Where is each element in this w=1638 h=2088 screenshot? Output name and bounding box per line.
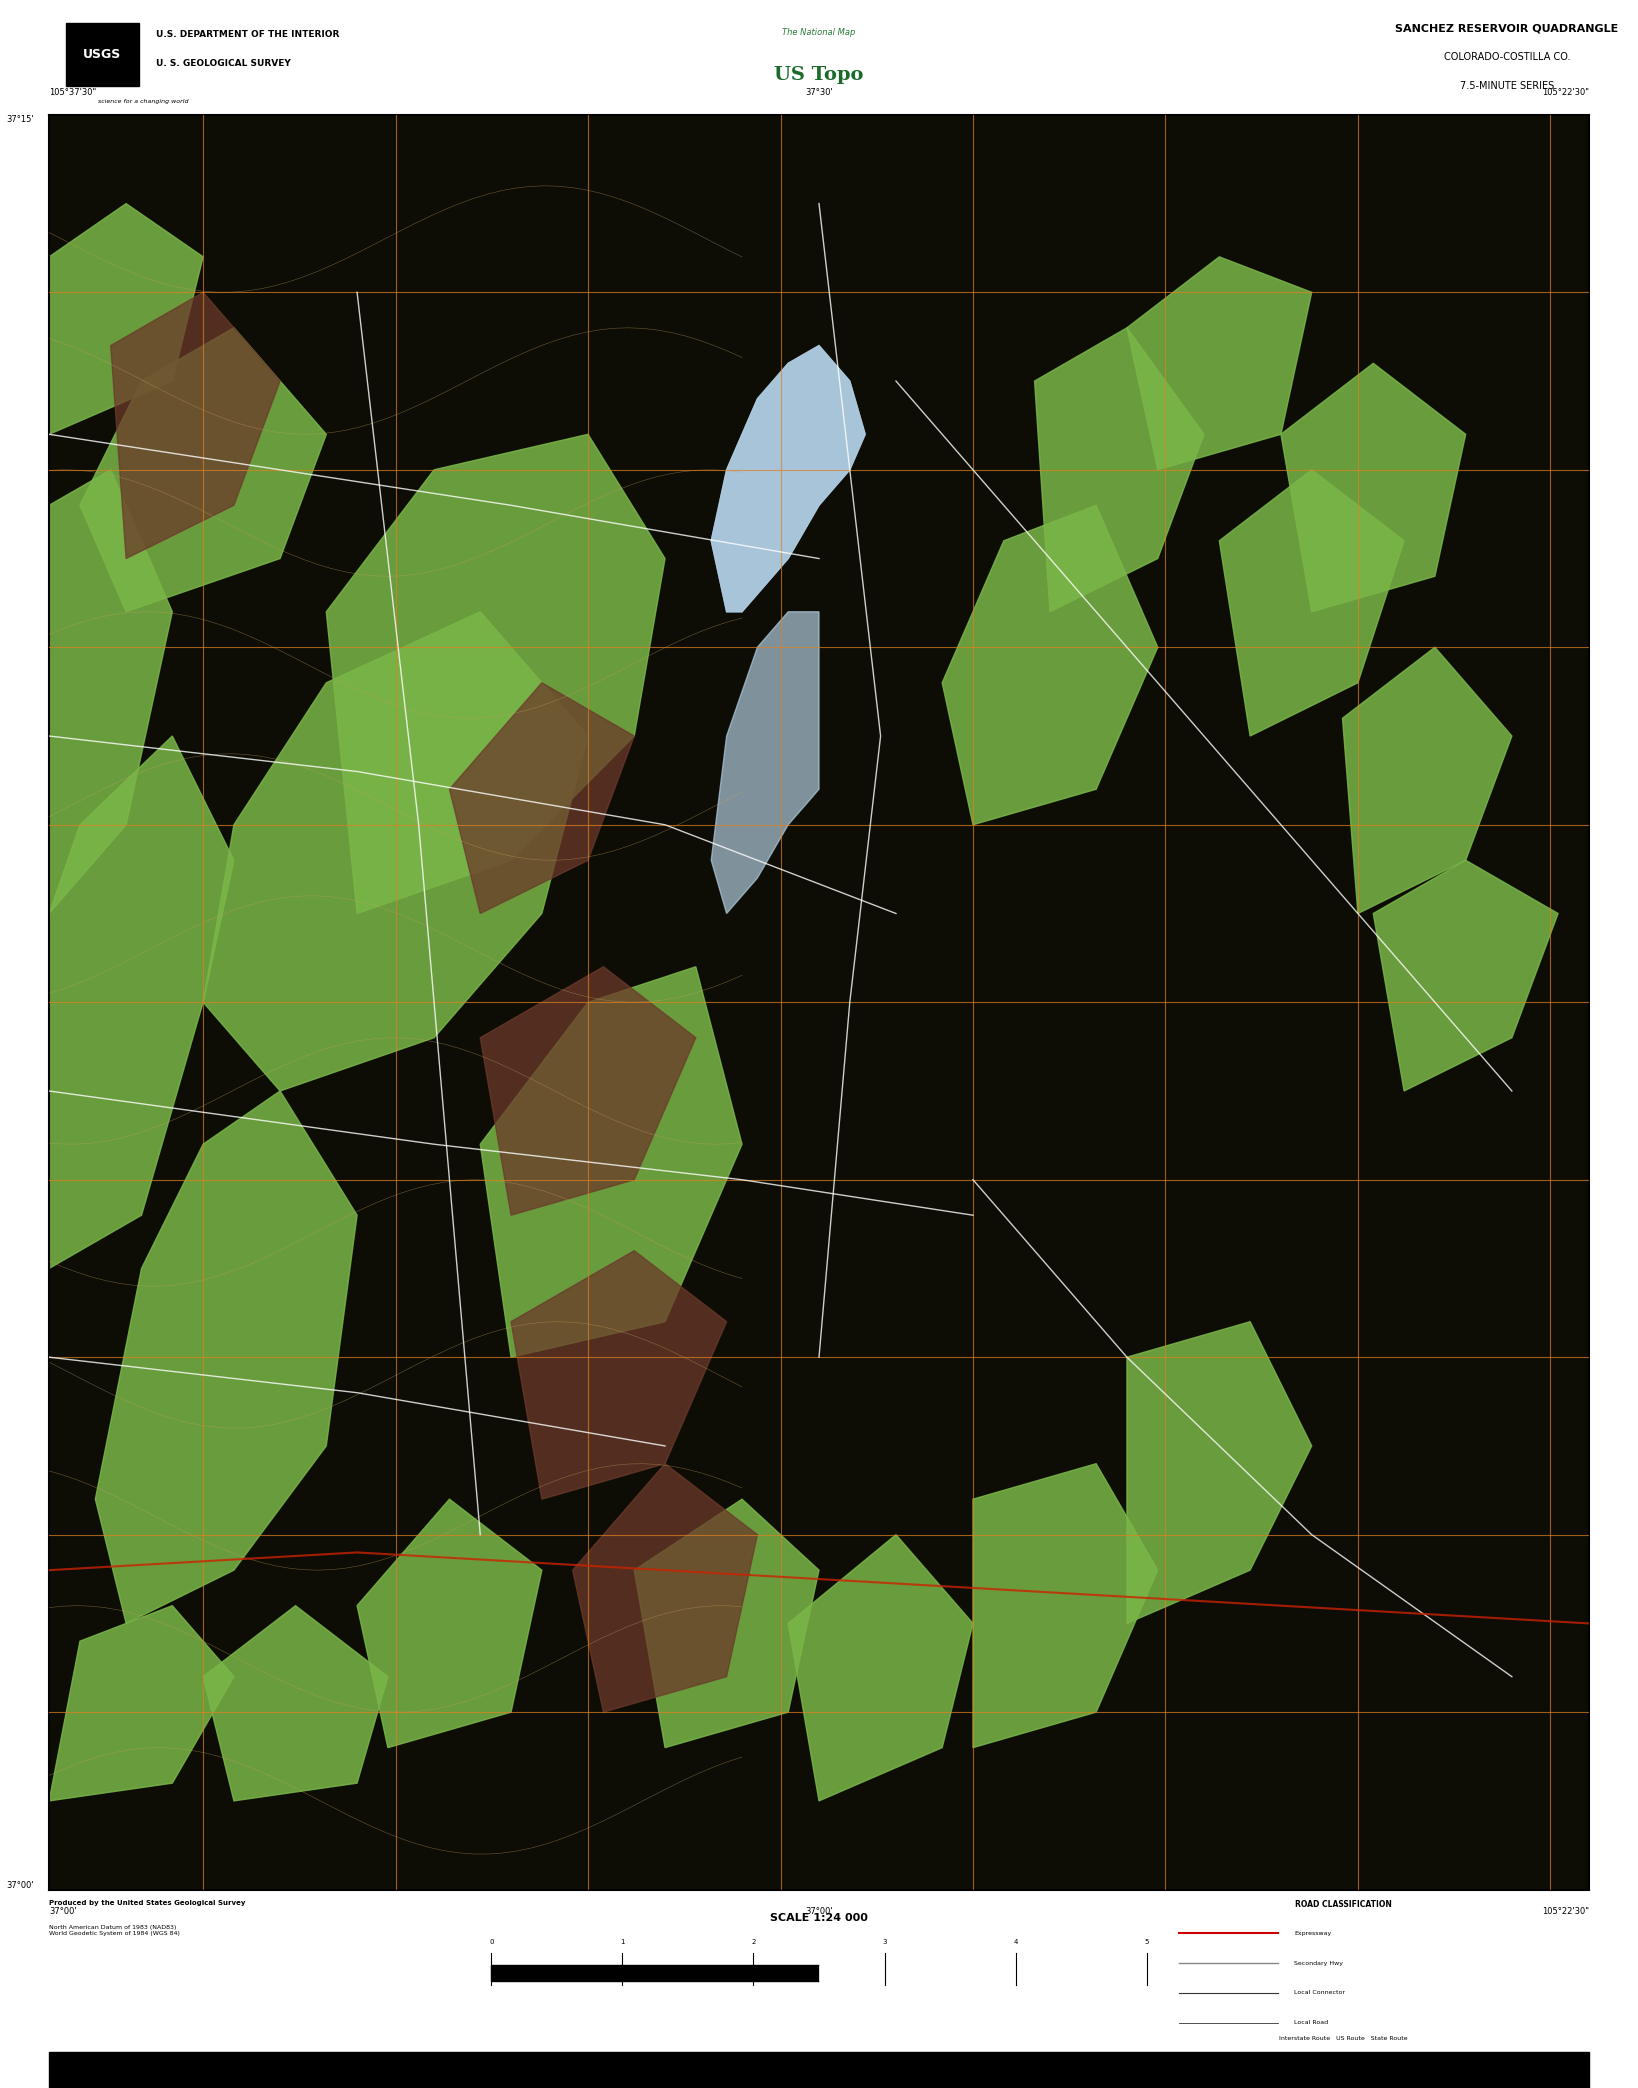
Text: Produced by the United States Geological Survey: Produced by the United States Geological… xyxy=(49,1900,246,1906)
Text: 37°00': 37°00' xyxy=(49,1908,77,1917)
Polygon shape xyxy=(49,737,234,1270)
Polygon shape xyxy=(49,470,172,915)
Text: U.S. DEPARTMENT OF THE INTERIOR: U.S. DEPARTMENT OF THE INTERIOR xyxy=(156,29,339,40)
Bar xyxy=(66,23,139,86)
Text: US Topo: US Topo xyxy=(775,65,863,84)
Text: 3: 3 xyxy=(883,1940,886,1946)
Polygon shape xyxy=(480,967,696,1215)
Bar xyxy=(491,1965,819,1982)
Text: Secondary Hwy: Secondary Hwy xyxy=(1294,1961,1343,1965)
Text: 7.5-MINUTE SERIES: 7.5-MINUTE SERIES xyxy=(1459,81,1554,92)
Polygon shape xyxy=(788,1535,973,1800)
Text: U. S. GEOLOGICAL SURVEY: U. S. GEOLOGICAL SURVEY xyxy=(156,58,290,67)
Text: North American Datum of 1983 (NAD83)
World Geodetic System of 1984 (WGS 84): North American Datum of 1983 (NAD83) Wor… xyxy=(49,1925,180,1936)
Polygon shape xyxy=(95,1092,357,1624)
Polygon shape xyxy=(1343,647,1512,915)
Polygon shape xyxy=(711,347,865,612)
Text: 105°22'30": 105°22'30" xyxy=(1541,88,1589,98)
Polygon shape xyxy=(711,612,819,915)
Polygon shape xyxy=(326,434,665,915)
Text: 105°37'30": 105°37'30" xyxy=(49,88,97,98)
Text: 105°22'30": 105°22'30" xyxy=(1541,1908,1589,1917)
Text: 2: 2 xyxy=(752,1940,755,1946)
Polygon shape xyxy=(634,1499,819,1748)
Text: 37°15': 37°15' xyxy=(7,115,34,123)
Text: SCALE 1:24 000: SCALE 1:24 000 xyxy=(770,1913,868,1923)
Text: The National Map: The National Map xyxy=(783,27,855,38)
Text: 0: 0 xyxy=(490,1940,493,1946)
Polygon shape xyxy=(449,683,634,915)
Polygon shape xyxy=(203,612,588,1092)
Polygon shape xyxy=(49,1606,234,1800)
Text: 37°00': 37°00' xyxy=(806,1908,832,1917)
Polygon shape xyxy=(711,347,865,612)
Polygon shape xyxy=(480,967,742,1357)
Text: SANCHEZ RESERVOIR QUADRANGLE: SANCHEZ RESERVOIR QUADRANGLE xyxy=(1396,23,1618,33)
Text: COLORADO-COSTILLA CO.: COLORADO-COSTILLA CO. xyxy=(1443,52,1571,63)
Polygon shape xyxy=(49,205,203,434)
Bar xyxy=(49,2053,1589,2088)
Polygon shape xyxy=(357,1499,542,1748)
Text: Expressway: Expressway xyxy=(1294,1931,1332,1936)
Polygon shape xyxy=(111,292,280,560)
Polygon shape xyxy=(1127,1322,1312,1624)
Polygon shape xyxy=(1035,328,1204,612)
Text: USGS: USGS xyxy=(82,48,121,61)
Polygon shape xyxy=(1281,363,1466,612)
Text: 37°00': 37°00' xyxy=(7,1881,34,1890)
Text: science for a changing world: science for a changing world xyxy=(98,98,188,104)
Bar xyxy=(819,1965,1147,1982)
Text: Interstate Route   US Route   State Route: Interstate Route US Route State Route xyxy=(1279,2036,1407,2040)
Polygon shape xyxy=(80,328,326,612)
Polygon shape xyxy=(1127,257,1312,470)
Text: 5: 5 xyxy=(1145,1940,1148,1946)
Polygon shape xyxy=(1219,470,1404,737)
Polygon shape xyxy=(942,505,1158,825)
Text: Local Connector: Local Connector xyxy=(1294,1990,1345,1996)
Polygon shape xyxy=(573,1464,757,1712)
Polygon shape xyxy=(1373,860,1558,1092)
Text: 1: 1 xyxy=(621,1940,624,1946)
Polygon shape xyxy=(203,1606,388,1800)
Text: 4: 4 xyxy=(1014,1940,1017,1946)
Text: Local Road: Local Road xyxy=(1294,2019,1328,2025)
Text: ROAD CLASSIFICATION: ROAD CLASSIFICATION xyxy=(1294,1900,1392,1908)
Text: 37°30': 37°30' xyxy=(806,88,832,98)
Polygon shape xyxy=(973,1464,1158,1748)
Polygon shape xyxy=(511,1251,727,1499)
